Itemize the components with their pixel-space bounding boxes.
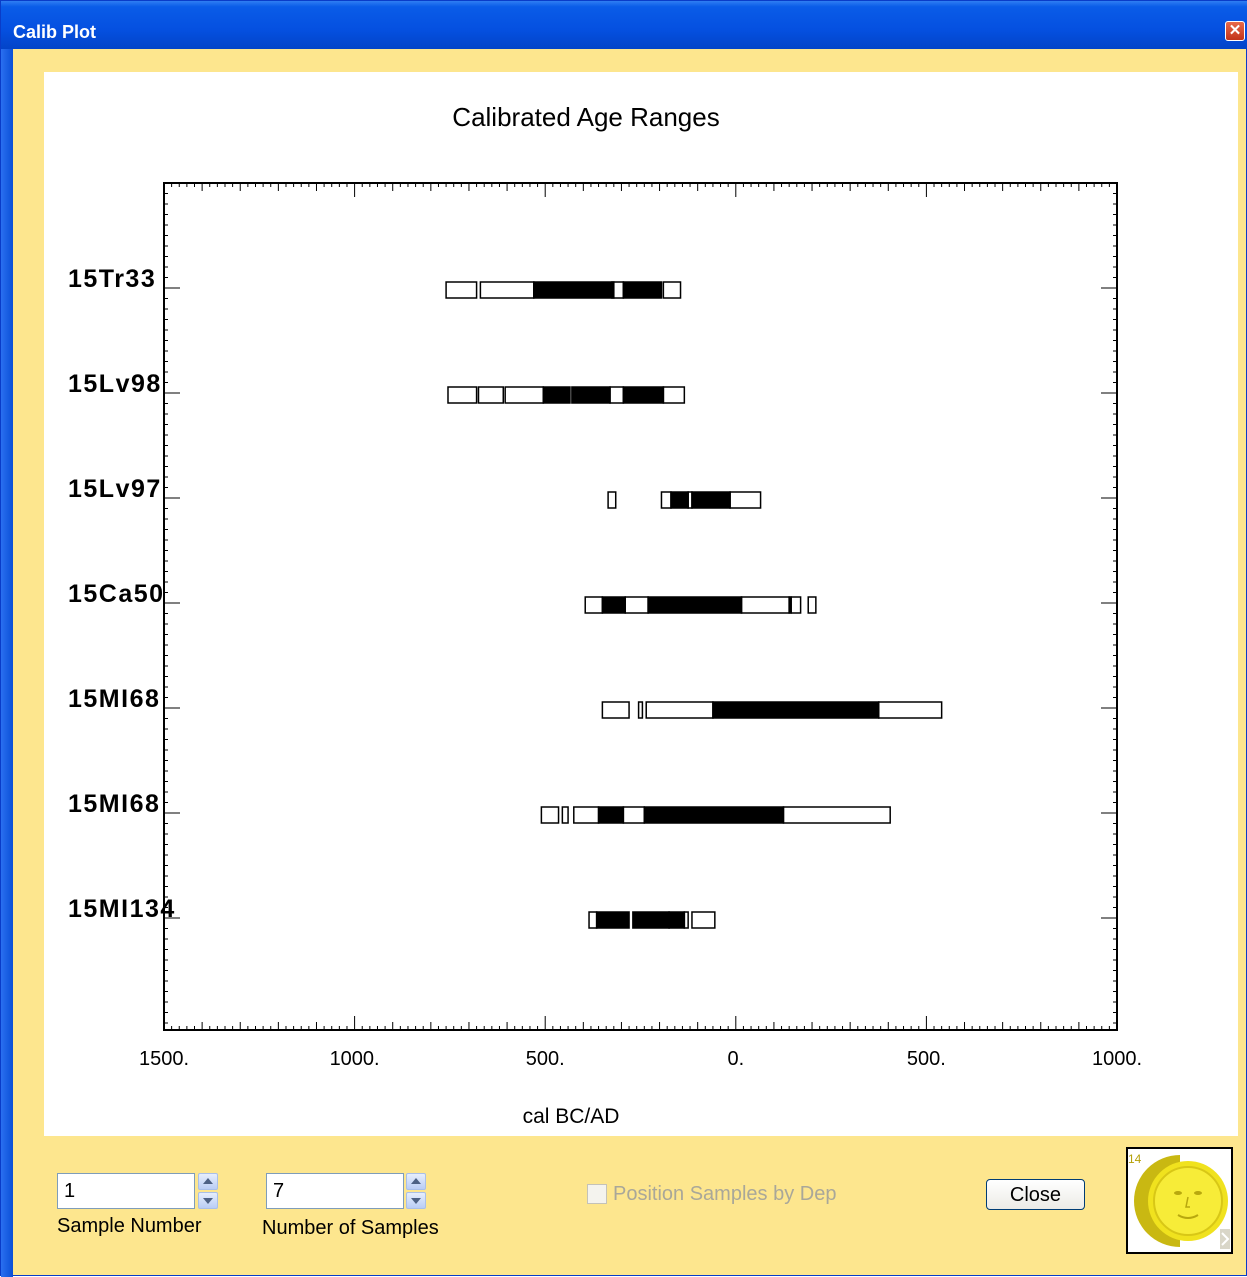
range-2-sigma-bar — [624, 596, 649, 614]
range-1-sigma-bar — [788, 596, 792, 614]
sample-label: 15Ca50 — [68, 580, 165, 608]
plot-panel: Calibrated Age Ranges 1500. 1000. 500. 0. 50… — [44, 72, 1238, 1136]
x-tick-label: 1000. — [330, 1048, 380, 1070]
number-of-samples-down-arrow-icon[interactable] — [406, 1192, 426, 1209]
range-2-sigma-bar — [504, 386, 545, 404]
sample-number-down-arrow-icon[interactable] — [198, 1192, 218, 1209]
number-of-samples-input[interactable]: 7 — [266, 1173, 404, 1209]
title-bar[interactable]: Calib Plot ✕ — [1, 1, 1247, 49]
sample-label: 15Lv97 — [68, 475, 162, 503]
range-2-sigma-bar — [790, 596, 802, 614]
x-axis-label: cal BC/AD — [523, 1105, 620, 1128]
position-samples-label: Position Samples by Dep — [613, 1183, 837, 1205]
range-2-sigma-bar — [445, 281, 478, 299]
sample-range-group — [447, 386, 686, 404]
range-2-sigma-bar — [878, 701, 943, 719]
range-2-sigma-bar — [609, 386, 625, 404]
range-2-sigma-bar — [540, 806, 560, 824]
x-tick-label: 1000. — [1092, 1048, 1142, 1070]
range-2-sigma-bar — [477, 386, 505, 404]
range-1-sigma-bar — [691, 491, 731, 509]
range-1-sigma-bar — [622, 386, 665, 404]
number-of-samples-label: Number of Samples — [262, 1217, 439, 1239]
number-of-samples-up-arrow-icon[interactable] — [406, 1173, 426, 1190]
close-button[interactable]: Close — [986, 1179, 1085, 1210]
range-1-sigma-bar — [668, 911, 686, 929]
range-1-sigma-bar — [542, 386, 571, 404]
logo-badge: 14 — [1128, 1152, 1142, 1166]
range-2-sigma-bar — [807, 596, 817, 614]
range-2-sigma-bar — [662, 281, 682, 299]
age-range-bars — [445, 281, 943, 929]
range-1-sigma-bar — [712, 701, 880, 719]
range-2-sigma-bar — [662, 386, 686, 404]
range-2-sigma-bar — [691, 911, 716, 929]
range-2-sigma-bar — [479, 281, 535, 299]
chart-title: Calibrated Age Ranges — [452, 102, 719, 132]
x-tick-label: 0. — [727, 1048, 744, 1070]
sample-label: 15Lv98 — [68, 370, 162, 398]
x-tick-label: 1500. — [139, 1048, 189, 1070]
moon-face-logo-icon: 14 — [1128, 1152, 1230, 1249]
close-icon: ✕ — [1228, 22, 1242, 39]
sample-range-group — [584, 596, 817, 614]
range-1-sigma-bar — [571, 386, 611, 404]
range-2-sigma-bar — [729, 491, 762, 509]
plot-axes — [163, 182, 1118, 1031]
sample-label: 15MI68 — [68, 685, 160, 713]
range-2-sigma-bar — [601, 701, 630, 719]
sample-number-spinner[interactable] — [198, 1173, 218, 1209]
number-of-samples-spinner[interactable] — [406, 1173, 426, 1209]
app-logo: 14 — [1126, 1147, 1233, 1254]
range-2-sigma-bar — [740, 596, 790, 614]
range-2-sigma-bar — [607, 491, 617, 509]
sample-range-group — [445, 281, 682, 299]
x-tick-label: 500. — [907, 1048, 946, 1070]
sample-label: 15Tr33 — [68, 265, 156, 293]
sample-range-group — [588, 911, 716, 929]
window-frame-left — [1, 49, 13, 1277]
range-1-sigma-bar — [597, 806, 625, 824]
sample-range-group — [607, 491, 762, 509]
range-2-sigma-bar — [447, 386, 478, 404]
position-samples-checkbox[interactable] — [587, 1184, 607, 1204]
range-2-sigma-bar — [782, 806, 891, 824]
x-tick-label: 500. — [526, 1048, 565, 1070]
axis-ticks — [163, 182, 1118, 1030]
x-tick-labels: 1500. 1000. 500. 0. 500. 1000. — [139, 1048, 1142, 1070]
range-2-sigma-bar — [645, 701, 714, 719]
range-1-sigma-bar — [622, 281, 663, 299]
plot-frame — [163, 182, 1118, 1031]
calibrated-age-ranges-chart: Calibrated Age Ranges 1500. 1000. 500. 0. 50… — [68, 102, 1142, 1128]
window-close-button[interactable]: ✕ — [1225, 21, 1245, 41]
sample-label: 15MI68 — [68, 790, 160, 818]
sample-range-group — [540, 806, 891, 824]
range-1-sigma-bar — [533, 281, 615, 299]
range-1-sigma-bar — [632, 911, 670, 929]
range-1-sigma-bar — [595, 911, 630, 929]
range-1-sigma-bar — [601, 596, 627, 614]
sample-number-input[interactable]: 1 — [57, 1173, 195, 1209]
range-2-sigma-bar — [573, 806, 600, 824]
sample-number-up-arrow-icon[interactable] — [198, 1173, 218, 1190]
sample-label: 15MI134 — [68, 895, 176, 923]
range-2-sigma-bar — [561, 806, 569, 824]
range-2-sigma-bar — [637, 701, 644, 719]
sample-labels: 15Tr33 15Lv98 15Lv97 15Ca50 15MI68 15MI68 15MI… — [68, 265, 176, 923]
range-1-sigma-bar — [670, 491, 689, 509]
sample-range-group — [601, 701, 943, 719]
range-2-sigma-bar — [588, 911, 598, 929]
range-2-sigma-bar — [622, 806, 646, 824]
window-title: Calib Plot — [13, 22, 97, 42]
range-2-sigma-bar — [660, 491, 672, 509]
sample-number-label: Sample Number — [57, 1215, 202, 1237]
range-1-sigma-bar — [643, 806, 785, 824]
range-2-sigma-bar — [584, 596, 604, 614]
range-1-sigma-bar — [647, 596, 743, 614]
